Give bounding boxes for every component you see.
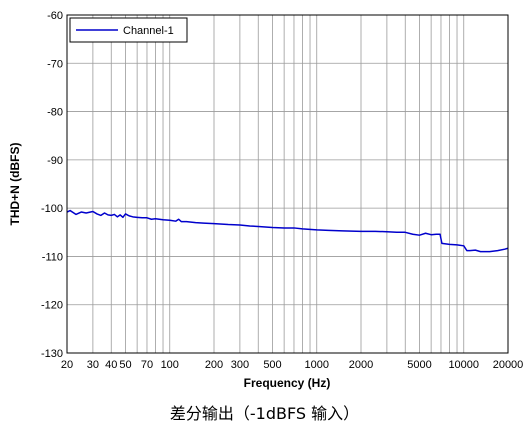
y-tick-label: -130 [41,348,63,360]
tick-labels: 20 30 40 50 70 100 200 300 500 1000 2000 5000 10000 2… [41,10,523,371]
x-axis-title: Frequency (Hz) [244,376,331,390]
x-tick-label: 500 [263,359,281,371]
y-tick-label: -60 [47,10,63,22]
y-tick-label: -110 [42,251,63,263]
y-tick-label: -80 [47,107,63,119]
legend-label-channel-1: Channel-1 [123,25,174,37]
x-tick-label: 2000 [349,359,373,371]
plot-frame [67,15,508,353]
x-tick-label: 1000 [305,359,329,371]
x-tick-label: 20000 [493,359,524,371]
y-tick-label: -100 [41,203,63,215]
y-axis-title: THD+N (dBFS) [8,143,22,226]
grid [67,15,508,353]
x-tick-label: 300 [231,359,249,371]
series-layer [67,211,508,252]
chart-caption: 差分输出（-1dBFS 输入） [0,400,529,424]
x-tick-label: 5000 [407,359,431,371]
x-tick-label: 20 [61,359,73,371]
thdn-frequency-chart: 20 30 40 50 70 100 200 300 500 1000 2000 5000 10000 2… [0,0,529,400]
x-tick-label: 200 [205,359,223,371]
y-tick-label: -120 [41,300,63,312]
x-tick-label: 100 [161,359,179,371]
x-tick-label: 10000 [448,359,479,371]
x-tick-label: 40 [105,359,117,371]
x-tick-label: 70 [141,359,153,371]
x-tick-label: 30 [87,359,99,371]
series-line-channel-1 [67,211,508,252]
y-tick-label: -70 [47,58,63,70]
y-tick-label: -90 [47,155,63,167]
legend: Channel-1 [70,18,187,42]
x-tick-label: 50 [119,359,131,371]
